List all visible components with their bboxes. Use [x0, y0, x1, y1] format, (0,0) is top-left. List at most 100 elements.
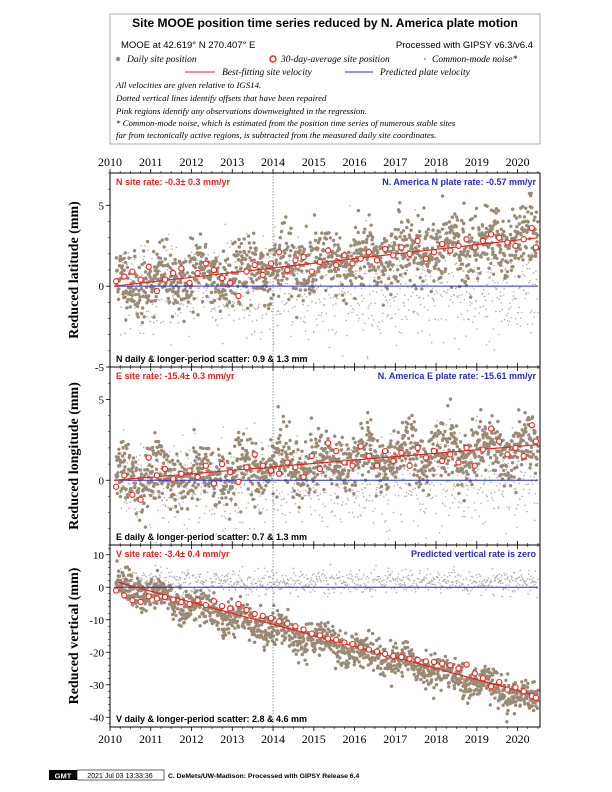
avg30-point: [161, 465, 169, 473]
daily-point: [255, 462, 260, 467]
daily-point: [300, 269, 304, 273]
daily-point: [513, 253, 518, 257]
daily-point: [308, 432, 313, 436]
cm-noise-point: [212, 308, 214, 310]
daily-point: [310, 274, 314, 278]
cm-noise-point: [224, 510, 226, 513]
daily-point: [326, 261, 330, 266]
daily-point: [469, 295, 473, 299]
daily-point: [269, 438, 273, 442]
daily-point: [312, 247, 316, 251]
daily-point: [508, 232, 513, 237]
daily-point: [521, 439, 525, 443]
daily-point: [394, 275, 398, 279]
x-tick-label-top: 2016: [343, 155, 367, 169]
daily-point: [418, 482, 423, 486]
cm-noise-point: [429, 489, 432, 492]
cm-noise-point: [187, 335, 190, 338]
daily-point: [137, 288, 141, 293]
cm-noise-point: [531, 483, 534, 485]
cm-noise-point: [435, 289, 438, 292]
daily-point: [163, 272, 167, 276]
daily-point: [304, 224, 308, 228]
daily-point: [461, 252, 465, 257]
note-2: Dotted vertical lines identify offsets t…: [115, 93, 327, 103]
daily-point: [213, 290, 218, 294]
daily-point: [278, 427, 283, 432]
cm-noise-point: [364, 272, 367, 275]
cm-noise-point: [240, 265, 243, 267]
daily-point: [398, 201, 402, 205]
daily-point: [520, 226, 524, 230]
cm-noise-point: [415, 494, 418, 497]
daily-point: [191, 483, 195, 488]
cm-noise-point: [289, 274, 291, 276]
daily-point: [356, 230, 360, 235]
cm-noise-point: [264, 306, 267, 309]
cm-noise-point: [154, 314, 156, 316]
daily-point: [519, 254, 524, 258]
cm-noise-point: [424, 512, 426, 514]
daily-point: [289, 294, 294, 299]
cm-noise-point: [184, 581, 187, 584]
cm-noise-point: [141, 574, 144, 577]
daily-point: [272, 454, 276, 458]
cm-noise-point: [325, 471, 327, 473]
cm-noise-point: [294, 503, 297, 505]
daily-point: [278, 433, 282, 438]
cm-noise-point: [350, 305, 352, 307]
daily-point: [475, 473, 479, 478]
cm-noise-point: [329, 476, 331, 479]
daily-point: [278, 243, 282, 248]
daily-point: [421, 279, 425, 283]
daily-point: [176, 289, 180, 293]
cm-noise-point: [335, 303, 337, 305]
daily-point: [395, 470, 399, 474]
cm-noise-point: [437, 465, 440, 468]
daily-point: [440, 194, 445, 198]
daily-point: [455, 218, 460, 222]
daily-point: [154, 294, 158, 299]
daily-point: [418, 229, 422, 234]
daily-point: [535, 457, 539, 461]
daily-point: [529, 450, 533, 454]
cm-noise-point: [327, 329, 330, 332]
cm-noise-point: [410, 485, 413, 487]
cm-noise-point: [356, 314, 359, 316]
cm-noise-point: [203, 488, 205, 491]
daily-point: [237, 237, 241, 242]
cm-noise-point: [389, 433, 392, 435]
daily-point: [203, 490, 207, 494]
daily-point: [418, 476, 422, 480]
daily-point: [267, 306, 271, 311]
daily-point: [233, 280, 237, 284]
daily-point: [186, 300, 190, 304]
cm-noise-point: [313, 330, 315, 333]
daily-point: [516, 230, 520, 234]
cm-noise-point: [452, 275, 455, 277]
daily-point: [436, 267, 441, 271]
cm-noise-point: [192, 307, 194, 309]
daily-point: [238, 465, 243, 469]
daily-point: [434, 454, 438, 458]
cm-noise-point: [304, 489, 307, 492]
cm-noise-point: [338, 486, 340, 488]
avg30-point: [333, 261, 340, 269]
cm-noise-point: [463, 510, 465, 512]
daily-point: [185, 289, 189, 294]
daily-point: [399, 231, 403, 235]
cm-noise-point: [419, 303, 422, 306]
cm-noise-point: [128, 459, 131, 461]
daily-point: [190, 476, 195, 480]
cm-noise-point: [202, 292, 205, 294]
daily-point: [207, 269, 211, 273]
cm-noise-point: [528, 488, 531, 491]
daily-point: [510, 253, 514, 257]
daily-point: [261, 457, 265, 461]
daily-point: [273, 450, 278, 455]
y-tick-label: 5: [99, 394, 105, 406]
cm-noise-point: [145, 580, 148, 583]
cm-noise-point: [380, 274, 383, 277]
daily-point: [260, 265, 264, 269]
daily-point: [437, 453, 442, 457]
